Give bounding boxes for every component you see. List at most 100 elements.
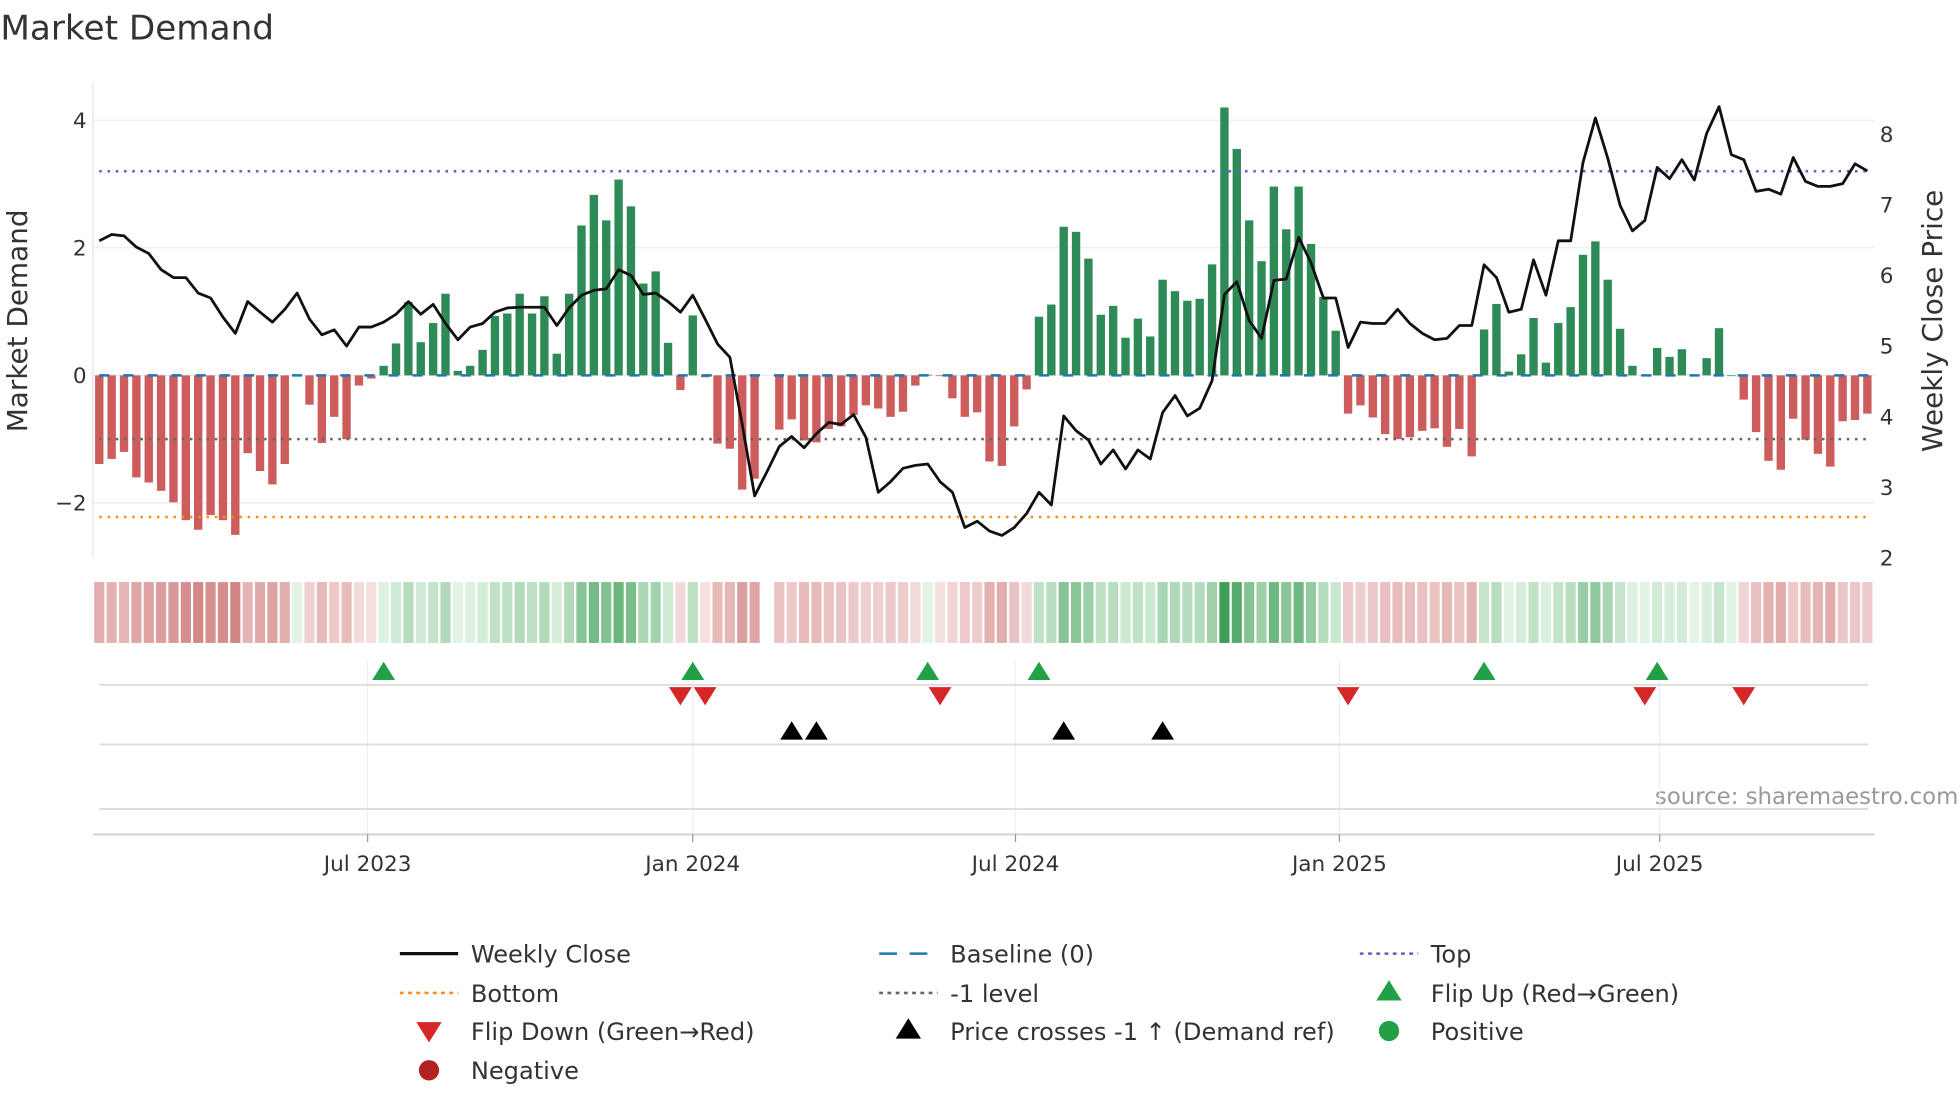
flip-down-marker bbox=[1732, 687, 1756, 706]
demand-heat-cell bbox=[1070, 582, 1082, 643]
demand-heat-cell bbox=[1404, 582, 1415, 643]
demand-heat-cell bbox=[292, 582, 303, 643]
negative-bar bbox=[997, 375, 1007, 466]
legend-label: Weekly Close bbox=[471, 941, 631, 969]
demand-heat-cell bbox=[638, 582, 649, 643]
negative-bar bbox=[268, 375, 277, 485]
negative-bar bbox=[1430, 375, 1439, 429]
negative-bar bbox=[1368, 375, 1377, 418]
demand-heat-cell bbox=[1788, 582, 1799, 643]
positive-bar bbox=[540, 296, 549, 376]
positive-bar bbox=[1257, 261, 1266, 376]
positive-bar bbox=[1244, 220, 1254, 376]
demand-heat-cell bbox=[601, 582, 612, 643]
demand-heat-cell bbox=[1454, 582, 1465, 643]
negative-bar bbox=[1838, 375, 1847, 422]
negative-bar bbox=[107, 375, 116, 459]
negative-bar bbox=[799, 375, 809, 441]
negative-bar bbox=[960, 375, 969, 417]
demand-heat-cell bbox=[1206, 582, 1218, 643]
legend-label: Top bbox=[1430, 941, 1472, 969]
negative-bar bbox=[812, 375, 821, 443]
positive-bar bbox=[1121, 337, 1130, 376]
positive-bar bbox=[589, 194, 599, 376]
demand-heat-cell bbox=[1318, 582, 1329, 643]
demand-heat-cell bbox=[304, 582, 315, 643]
demand-heat-cell bbox=[1244, 582, 1255, 643]
demand-heat-cell bbox=[1837, 582, 1848, 643]
negative-bar bbox=[1850, 375, 1860, 421]
flip-down-marker bbox=[668, 687, 692, 706]
demand-heat-cell bbox=[94, 582, 105, 643]
negative-bar bbox=[725, 375, 735, 449]
positive-bar bbox=[564, 293, 574, 376]
demand-heat-cell bbox=[1169, 582, 1181, 643]
positive-bar bbox=[1714, 328, 1724, 376]
demand-heat-cell bbox=[1639, 582, 1650, 643]
demand-heat-cell bbox=[1565, 582, 1576, 643]
demand-heat-cell bbox=[1281, 582, 1292, 643]
negative-bar bbox=[972, 375, 982, 413]
positive-bar bbox=[639, 283, 648, 376]
demand-heat-cell bbox=[996, 582, 1007, 643]
demand-heat-cell bbox=[193, 582, 204, 643]
demand-heat-cell bbox=[526, 582, 538, 643]
positive-bar bbox=[1529, 317, 1538, 376]
demand-heat-cell bbox=[1763, 582, 1774, 643]
demand-heat-cell bbox=[1009, 582, 1020, 643]
flip-up-marker bbox=[1472, 661, 1496, 680]
price-cross-marker bbox=[780, 721, 804, 740]
y2-tick-label: 7 bbox=[1880, 193, 1894, 218]
positive-bar bbox=[1331, 330, 1340, 376]
demand-heat-cell bbox=[1108, 582, 1119, 643]
demand-heat-cell bbox=[1751, 582, 1762, 643]
demand-heat-cell bbox=[316, 582, 327, 643]
legend-label: Price crosses -1 ↑ (Demand ref) bbox=[950, 1018, 1335, 1046]
demand-heat-cell bbox=[180, 582, 191, 643]
demand-heat-cell bbox=[1701, 582, 1712, 643]
negative-bar bbox=[367, 375, 376, 379]
positive-bar bbox=[1306, 243, 1316, 376]
positive-bar bbox=[577, 225, 586, 376]
y2-tick-label: 3 bbox=[1880, 476, 1894, 501]
demand-heat-cell bbox=[1083, 582, 1094, 643]
y-tick-label: 0 bbox=[73, 364, 87, 389]
legend-circle-icon bbox=[418, 1060, 440, 1081]
demand-heat-cell bbox=[1219, 582, 1230, 643]
demand-heat-cell bbox=[836, 582, 847, 643]
positive-bar bbox=[441, 293, 450, 376]
demand-heat-cell bbox=[786, 582, 797, 643]
demand-heat-cell bbox=[959, 582, 970, 643]
negative-bar bbox=[231, 375, 240, 535]
demand-heat-cell bbox=[143, 582, 154, 643]
demand-heat-cell bbox=[106, 582, 117, 643]
positive-bar bbox=[1084, 258, 1093, 376]
demand-heat-cell bbox=[1689, 582, 1700, 643]
demand-heat-cell bbox=[1355, 582, 1366, 643]
demand-heat-cell bbox=[378, 582, 389, 643]
negative-bar bbox=[1418, 375, 1427, 431]
positive-bar bbox=[1232, 148, 1241, 376]
positive-bar bbox=[614, 179, 623, 376]
demand-heat-cell bbox=[650, 582, 661, 643]
negative-bar bbox=[1010, 375, 1019, 427]
demand-heat-cell bbox=[1676, 582, 1687, 643]
demand-heat-cell bbox=[205, 582, 216, 643]
demand-heat-cell bbox=[131, 582, 142, 643]
demand-heat-cell bbox=[1713, 582, 1725, 643]
positive-bar bbox=[1133, 318, 1143, 376]
negative-bar bbox=[935, 375, 945, 377]
negative-bar bbox=[194, 375, 203, 530]
demand-heat-cell bbox=[675, 582, 686, 643]
y2-tick-label: 5 bbox=[1880, 335, 1894, 360]
y-tick-label: 4 bbox=[73, 109, 87, 134]
demand-heat-cell bbox=[341, 582, 352, 643]
demand-heat-cell bbox=[1145, 582, 1156, 643]
demand-heat-cell bbox=[1268, 582, 1279, 643]
negative-bar bbox=[206, 375, 215, 516]
positive-bar bbox=[527, 313, 537, 376]
demand-heat-cell bbox=[1800, 582, 1811, 643]
negative-bar bbox=[342, 375, 351, 440]
demand-heat-cell bbox=[1157, 582, 1168, 643]
demand-heat-cell bbox=[737, 582, 748, 643]
